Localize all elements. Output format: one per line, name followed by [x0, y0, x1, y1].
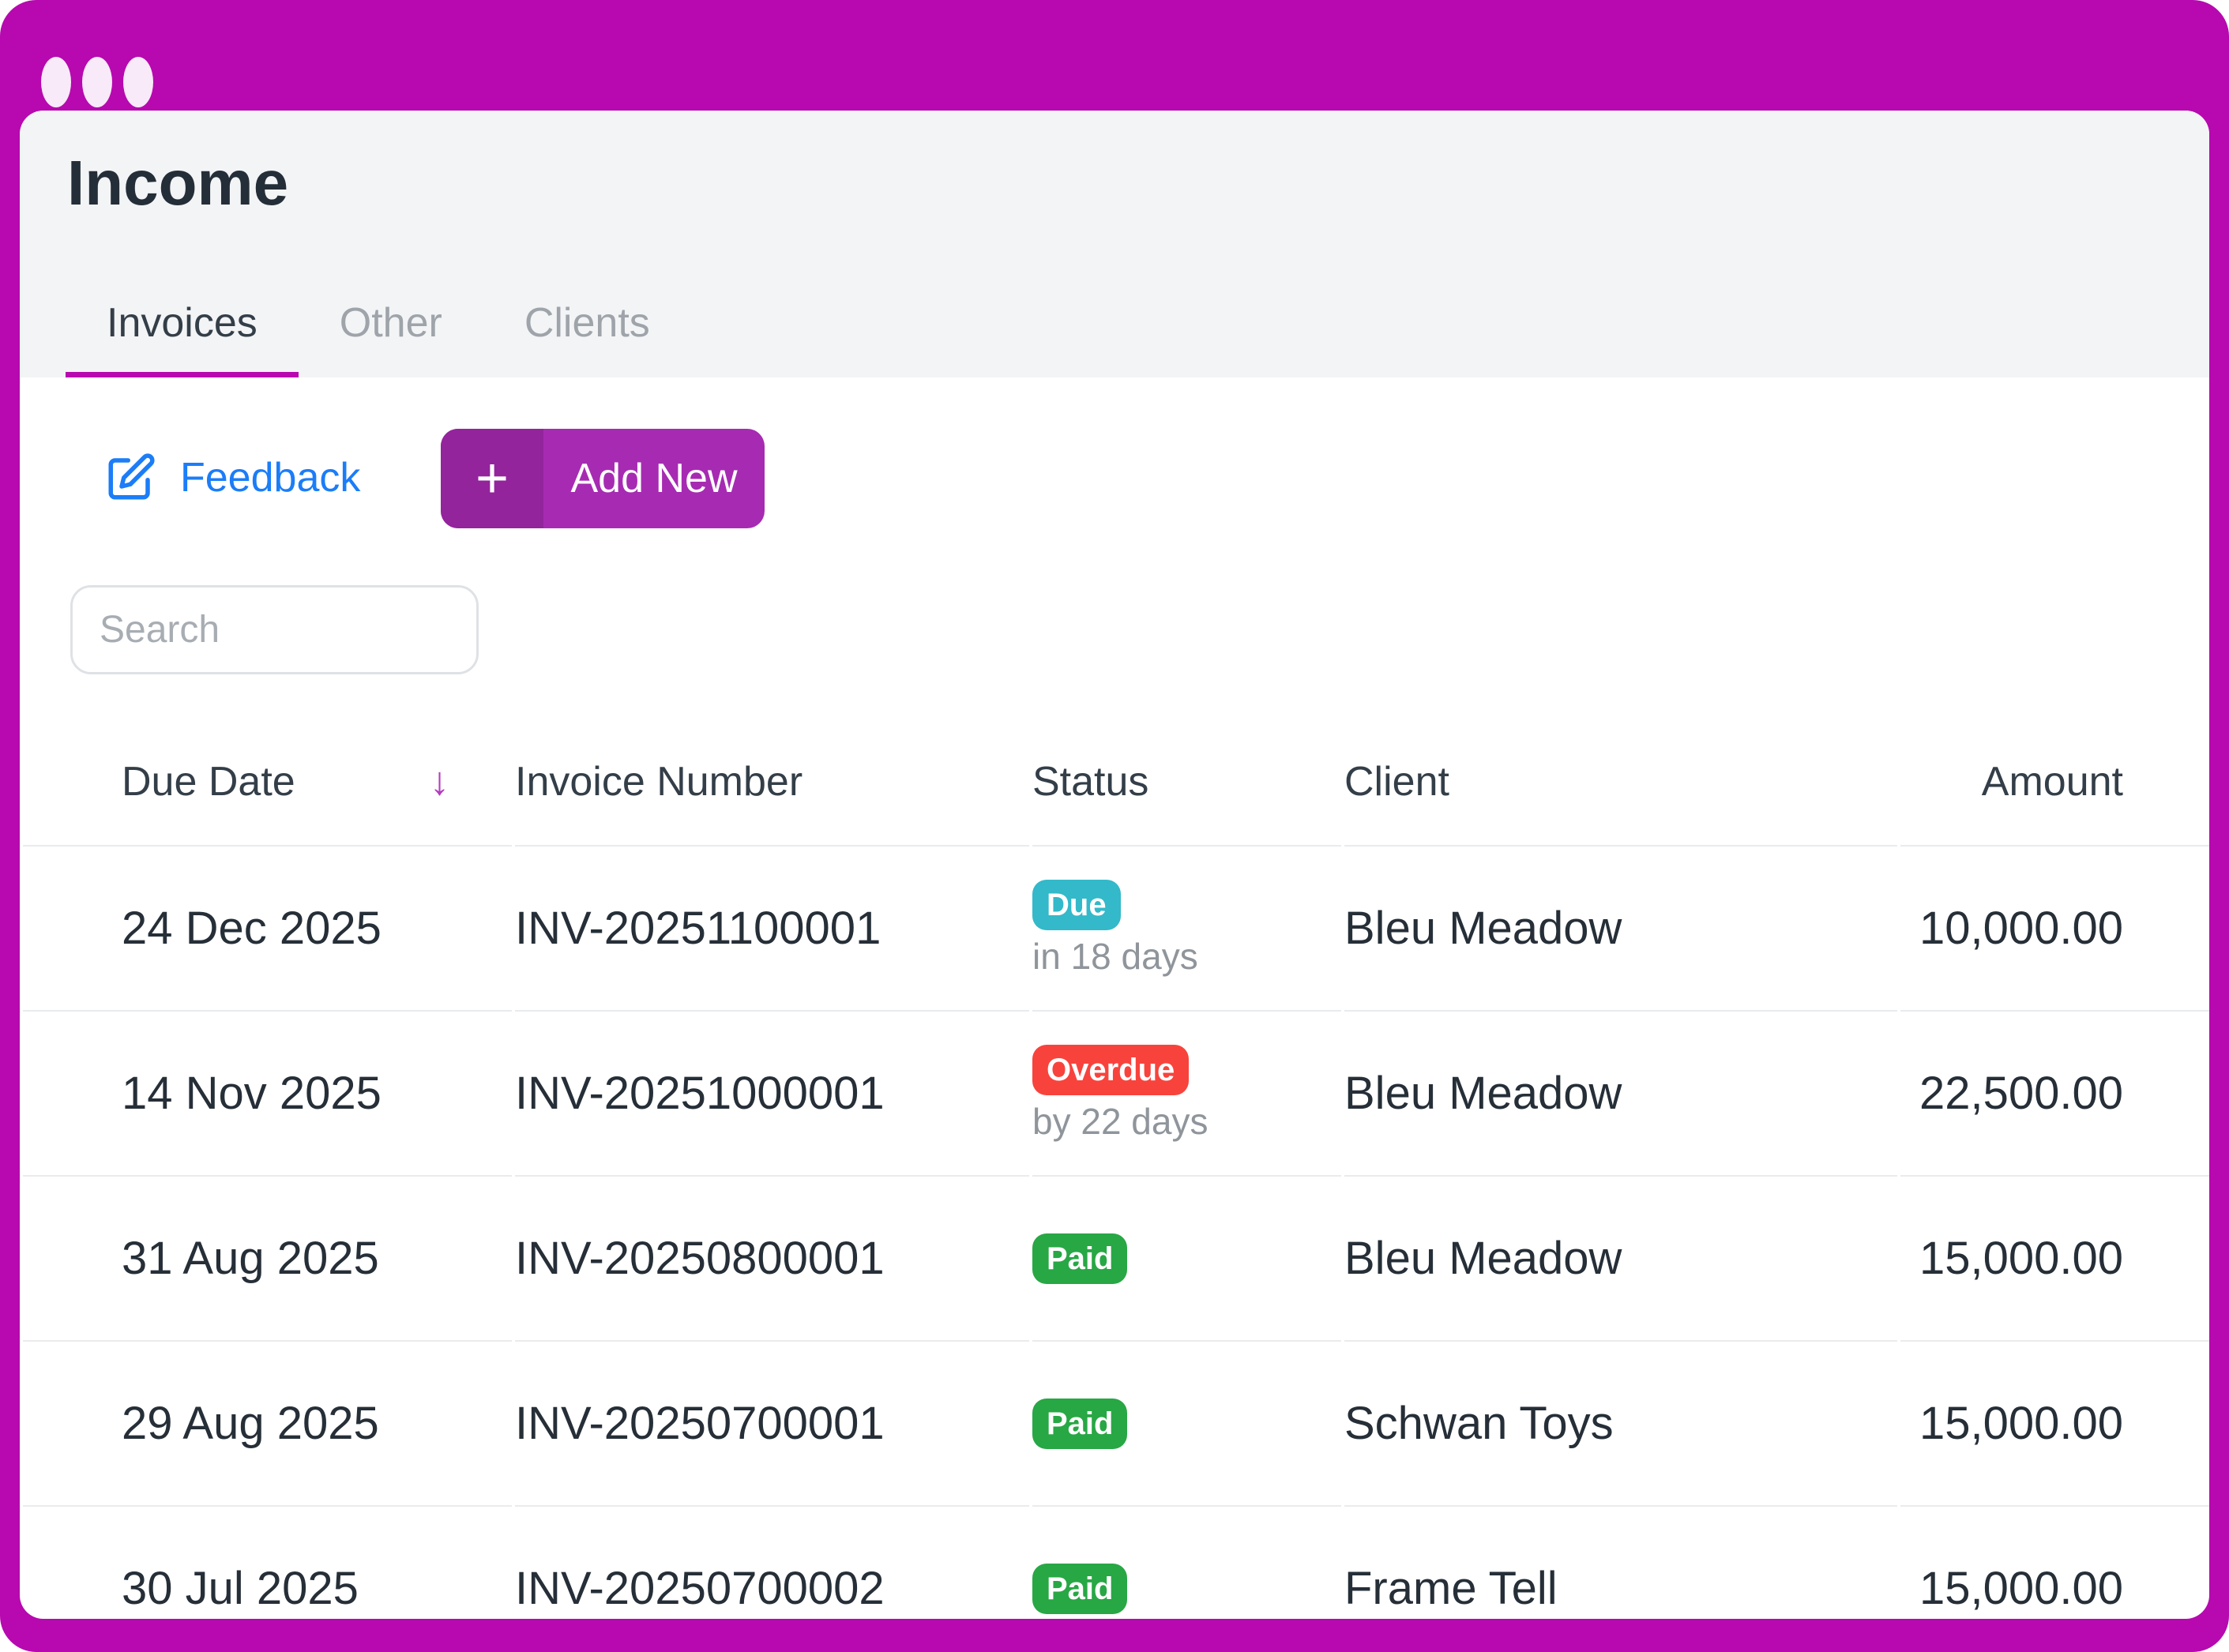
invoice-number-cell: INV-20250700002 [515, 1507, 1029, 1619]
status-badge: Overdue [1032, 1044, 1190, 1095]
invoice-number-cell: INV-20250800001 [515, 1177, 1029, 1342]
amount-cell: 10,000.00 [1900, 847, 2209, 1012]
status-badge: Paid [1032, 1563, 1128, 1614]
column-header-invoice-number[interactable]: Invoice Number [515, 719, 1029, 847]
status-cell: Due in 18 days [1032, 847, 1341, 1012]
window-dot-1[interactable] [41, 57, 71, 107]
column-header-status[interactable]: Status [1032, 719, 1341, 847]
feedback-button[interactable]: Feedback [104, 426, 360, 529]
plus-icon: + [441, 429, 543, 528]
due-date-cell: 24 Dec 2025 [23, 847, 512, 1012]
due-date-cell: 14 Nov 2025 [23, 1012, 512, 1177]
status-badge: Paid [1032, 1233, 1128, 1284]
invoice-row[interactable]: 24 Dec 2025 INV-20251100001 Due in 18 da… [23, 847, 2209, 1012]
status-cell: Overdue by 22 days [1032, 1012, 1341, 1177]
due-date-cell: 30 Jul 2025 [23, 1507, 512, 1619]
sort-descending-icon[interactable]: ↓ [430, 758, 449, 803]
status-badge: Paid [1032, 1398, 1128, 1449]
invoice-row[interactable]: 31 Aug 2025 INV-20250800001 Paid Bleu Me… [23, 1177, 2209, 1342]
tab-clients[interactable]: Clients [524, 299, 650, 346]
window-controls [41, 57, 153, 107]
invoice-row[interactable]: 30 Jul 2025 INV-20250700002 Paid Frame T… [23, 1507, 2209, 1619]
page-header: Income Invoices Other Clients [20, 111, 2209, 377]
invoice-number-cell: INV-20251000001 [515, 1012, 1029, 1177]
client-cell: Schwan Toys [1344, 1342, 1897, 1507]
tab-other[interactable]: Other [339, 299, 442, 346]
invoice-number-cell: INV-20251100001 [515, 847, 1029, 1012]
status-badge: Due [1032, 879, 1121, 930]
client-cell: Frame Tell [1344, 1507, 1897, 1619]
add-new-button[interactable]: + Add New [441, 429, 765, 528]
amount-cell: 15,000.00 [1900, 1342, 2209, 1507]
table-header-row: Due Date ↓ Invoice Number Status Client … [23, 719, 2209, 847]
amount-cell: 22,500.00 [1900, 1012, 2209, 1177]
due-date-cell: 29 Aug 2025 [23, 1342, 512, 1507]
edit-pencil-icon [108, 453, 155, 500]
search-input[interactable] [70, 585, 479, 674]
add-new-label: Add New [570, 456, 738, 501]
column-header-due-date[interactable]: Due Date ↓ [23, 719, 512, 847]
invoice-row[interactable]: 14 Nov 2025 INV-20251000001 Overdue by 2… [23, 1012, 2209, 1177]
status-cell: Paid [1032, 1177, 1341, 1342]
status-cell: Paid [1032, 1507, 1341, 1619]
invoice-number-cell: INV-20250700001 [515, 1342, 1029, 1507]
feedback-label: Feedback [180, 455, 361, 501]
column-header-amount[interactable]: Amount [1900, 719, 2209, 847]
status-detail: by 22 days [1032, 1100, 1208, 1142]
content-card: Income Invoices Other Clients Feedback +… [20, 111, 2209, 1619]
invoices-table: Due Date ↓ Invoice Number Status Client … [20, 719, 2209, 1619]
column-header-client[interactable]: Client [1344, 719, 1897, 847]
status-cell: Paid [1032, 1342, 1341, 1507]
client-cell: Bleu Meadow [1344, 1012, 1897, 1177]
due-date-cell: 31 Aug 2025 [23, 1177, 512, 1342]
window-dot-3[interactable] [123, 57, 153, 107]
client-cell: Bleu Meadow [1344, 1177, 1897, 1342]
amount-cell: 15,000.00 [1900, 1507, 2209, 1619]
client-cell: Bleu Meadow [1344, 847, 1897, 1012]
tab-invoices[interactable]: Invoices [66, 273, 299, 377]
amount-cell: 15,000.00 [1900, 1177, 2209, 1342]
invoice-table-body: 24 Dec 2025 INV-20251100001 Due in 18 da… [23, 847, 2209, 1619]
page-title: Income [67, 148, 289, 218]
invoice-row[interactable]: 29 Aug 2025 INV-20250700001 Paid Schwan … [23, 1342, 2209, 1507]
tab-bar: Invoices Other Clients [66, 273, 691, 377]
status-detail: in 18 days [1032, 935, 1198, 977]
window-dot-2[interactable] [82, 57, 112, 107]
